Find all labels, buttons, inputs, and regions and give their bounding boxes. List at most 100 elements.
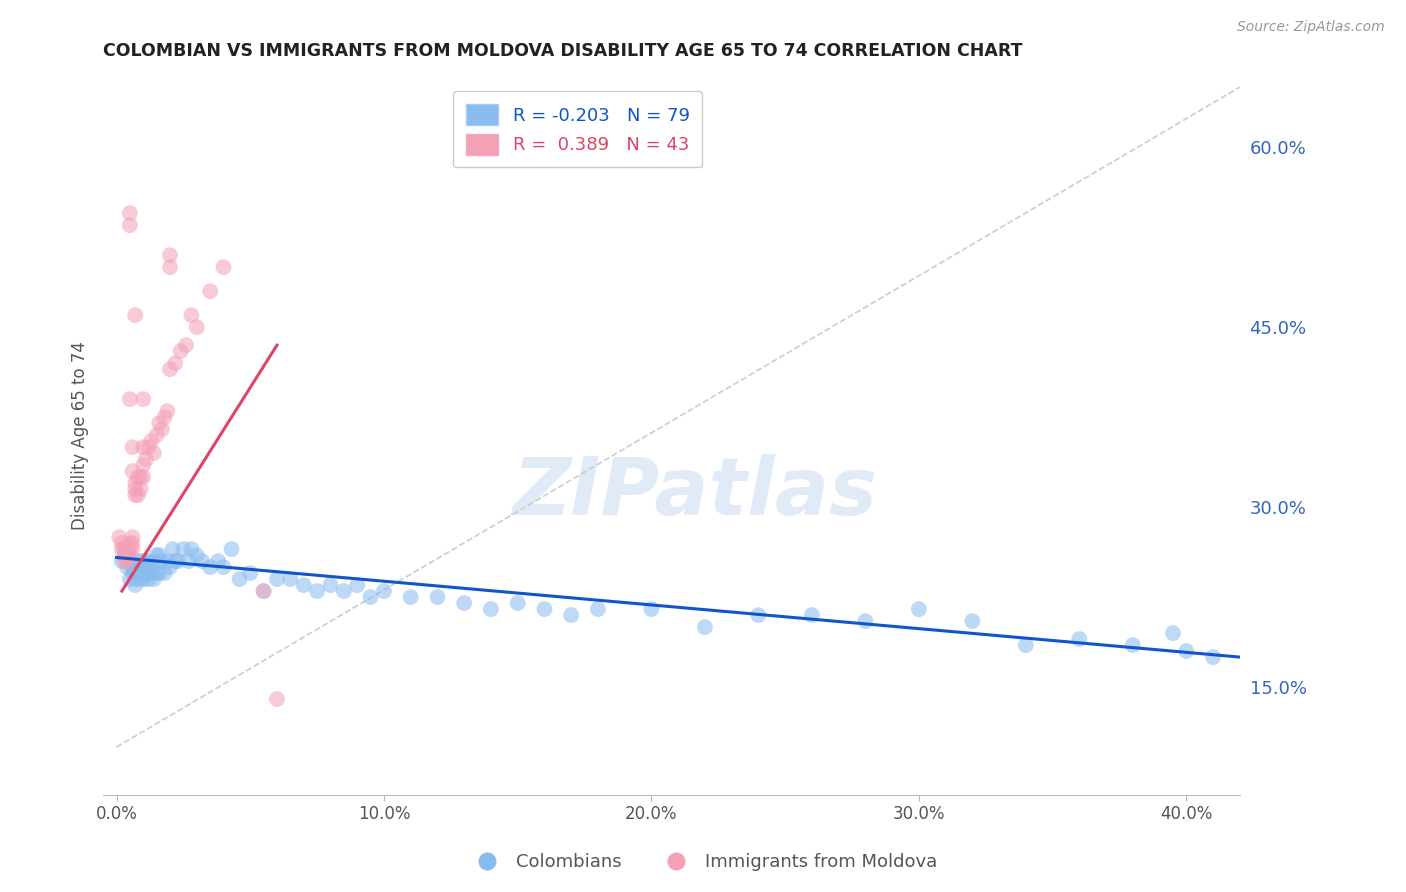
Point bbox=[114, 542, 136, 557]
Legend: Colombians, Immigrants from Moldova: Colombians, Immigrants from Moldova bbox=[461, 847, 945, 879]
Point bbox=[156, 554, 179, 568]
Point bbox=[129, 470, 152, 484]
Point bbox=[693, 620, 716, 634]
Point bbox=[156, 404, 179, 418]
Point bbox=[127, 488, 149, 502]
Point bbox=[319, 578, 342, 592]
Point bbox=[114, 554, 136, 568]
Point bbox=[124, 572, 146, 586]
Point bbox=[252, 584, 274, 599]
Point bbox=[177, 554, 200, 568]
Point bbox=[506, 596, 529, 610]
Point bbox=[198, 560, 221, 574]
Point bbox=[124, 476, 146, 491]
Point bbox=[640, 602, 662, 616]
Y-axis label: Disability Age 65 to 74: Disability Age 65 to 74 bbox=[72, 341, 89, 530]
Point bbox=[239, 566, 262, 580]
Point bbox=[586, 602, 609, 616]
Point bbox=[172, 542, 194, 557]
Point bbox=[142, 572, 165, 586]
Point bbox=[121, 542, 143, 557]
Point bbox=[121, 560, 143, 574]
Point bbox=[153, 566, 176, 580]
Point bbox=[191, 554, 214, 568]
Point bbox=[121, 440, 143, 454]
Point bbox=[115, 548, 138, 562]
Point bbox=[479, 602, 502, 616]
Point bbox=[135, 452, 157, 467]
Point bbox=[121, 566, 143, 580]
Point bbox=[150, 554, 173, 568]
Point bbox=[118, 542, 141, 557]
Point bbox=[162, 542, 184, 557]
Point bbox=[138, 440, 160, 454]
Point bbox=[228, 572, 250, 586]
Point bbox=[141, 566, 163, 580]
Point bbox=[132, 392, 155, 406]
Point bbox=[118, 536, 141, 550]
Point bbox=[1069, 632, 1091, 646]
Point bbox=[165, 554, 187, 568]
Point bbox=[132, 572, 155, 586]
Point bbox=[853, 614, 876, 628]
Point bbox=[333, 584, 356, 599]
Point bbox=[129, 482, 152, 496]
Point bbox=[159, 560, 181, 574]
Point bbox=[127, 470, 149, 484]
Point bbox=[132, 554, 155, 568]
Point bbox=[124, 308, 146, 322]
Point bbox=[111, 536, 134, 550]
Point bbox=[142, 446, 165, 460]
Point bbox=[167, 554, 190, 568]
Point bbox=[426, 590, 449, 604]
Point bbox=[159, 248, 181, 262]
Point bbox=[135, 566, 157, 580]
Point bbox=[221, 542, 243, 557]
Point bbox=[292, 578, 315, 592]
Point bbox=[138, 572, 160, 586]
Point bbox=[170, 344, 193, 359]
Point bbox=[141, 560, 163, 574]
Point bbox=[212, 560, 235, 574]
Point bbox=[174, 338, 197, 352]
Point bbox=[115, 554, 138, 568]
Point bbox=[121, 536, 143, 550]
Legend: R = -0.203   N = 79, R =  0.389   N = 43: R = -0.203 N = 79, R = 0.389 N = 43 bbox=[453, 92, 703, 168]
Point bbox=[121, 530, 143, 544]
Point bbox=[307, 584, 329, 599]
Point bbox=[180, 542, 202, 557]
Point bbox=[159, 260, 181, 275]
Point bbox=[153, 410, 176, 425]
Point bbox=[399, 590, 422, 604]
Point bbox=[124, 566, 146, 580]
Point bbox=[127, 560, 149, 574]
Point bbox=[453, 596, 475, 610]
Point bbox=[207, 554, 229, 568]
Point bbox=[747, 608, 769, 623]
Point bbox=[180, 308, 202, 322]
Point bbox=[1175, 644, 1198, 658]
Point bbox=[373, 584, 395, 599]
Point bbox=[118, 206, 141, 220]
Point bbox=[962, 614, 984, 628]
Point bbox=[108, 530, 131, 544]
Point bbox=[145, 548, 167, 562]
Point bbox=[145, 566, 167, 580]
Point bbox=[1161, 626, 1184, 640]
Text: COLOMBIAN VS IMMIGRANTS FROM MOLDOVA DISABILITY AGE 65 TO 74 CORRELATION CHART: COLOMBIAN VS IMMIGRANTS FROM MOLDOVA DIS… bbox=[103, 42, 1022, 60]
Text: ZIPatlas: ZIPatlas bbox=[512, 454, 877, 532]
Point bbox=[141, 434, 163, 449]
Point bbox=[212, 260, 235, 275]
Point bbox=[121, 464, 143, 478]
Point bbox=[135, 560, 157, 574]
Point bbox=[198, 284, 221, 298]
Point bbox=[186, 548, 208, 562]
Point bbox=[142, 554, 165, 568]
Point bbox=[266, 692, 288, 706]
Point bbox=[150, 422, 173, 436]
Point bbox=[124, 488, 146, 502]
Point bbox=[908, 602, 931, 616]
Point bbox=[346, 578, 368, 592]
Point bbox=[129, 572, 152, 586]
Point bbox=[127, 566, 149, 580]
